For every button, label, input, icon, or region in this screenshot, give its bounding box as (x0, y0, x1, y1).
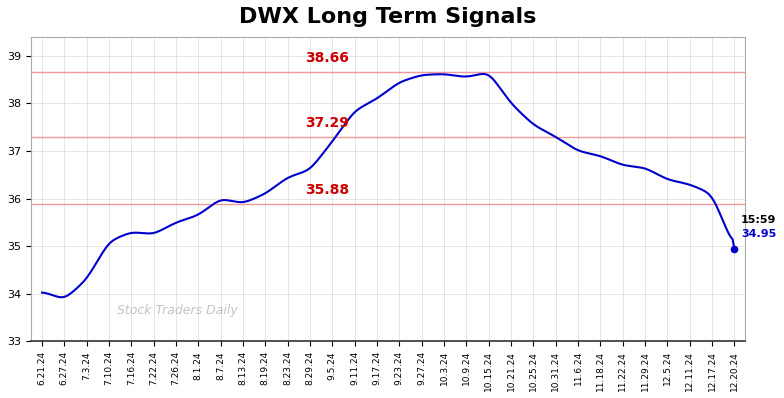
Text: 38.66: 38.66 (306, 51, 350, 65)
Point (728, 246, 741, 252)
Title: DWX Long Term Signals: DWX Long Term Signals (239, 7, 537, 27)
Text: 15:59: 15:59 (741, 215, 776, 225)
Text: 37.29: 37.29 (306, 116, 350, 130)
Text: 34.95: 34.95 (741, 229, 776, 239)
Text: Stock Traders Daily: Stock Traders Daily (117, 304, 238, 317)
Text: 35.88: 35.88 (305, 183, 350, 197)
